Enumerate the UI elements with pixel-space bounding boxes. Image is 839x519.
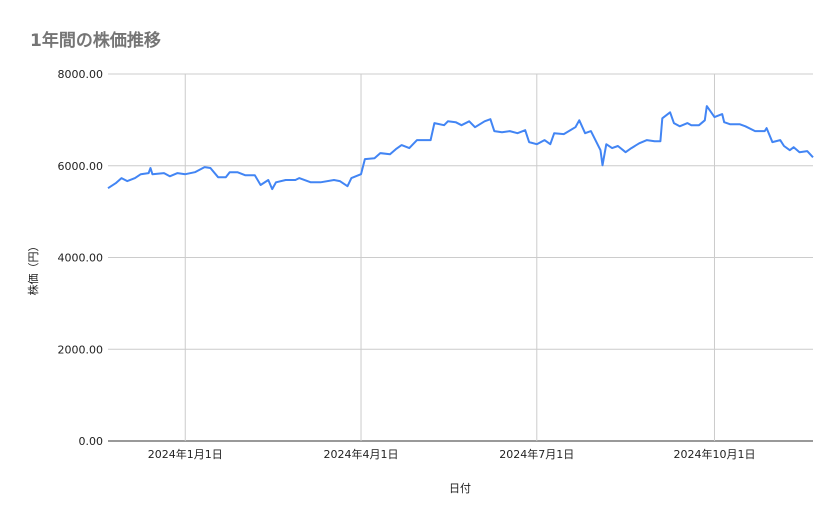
x-tick-label: 2024年1月1日 bbox=[148, 447, 223, 461]
x-tick-label: 2024年4月1日 bbox=[324, 447, 399, 461]
y-tick-label: 4000.00 bbox=[58, 252, 104, 265]
y-tick-label: 8000.00 bbox=[58, 68, 104, 81]
y-tick-label: 2000.00 bbox=[58, 343, 104, 356]
x-axis-label: 日付 bbox=[449, 482, 471, 495]
x-tick-label: 2024年10月1日 bbox=[673, 447, 755, 461]
y-tick-label: 0.00 bbox=[79, 435, 104, 448]
x-tick-label: 2024年7月1日 bbox=[499, 447, 574, 461]
chart-title: 1年間の株価推移 bbox=[30, 30, 161, 51]
series-line bbox=[107, 105, 814, 191]
y-tick-label: 6000.00 bbox=[58, 160, 104, 173]
y-axis-label: 株価（円） bbox=[26, 241, 40, 296]
data-points bbox=[108, 106, 813, 189]
